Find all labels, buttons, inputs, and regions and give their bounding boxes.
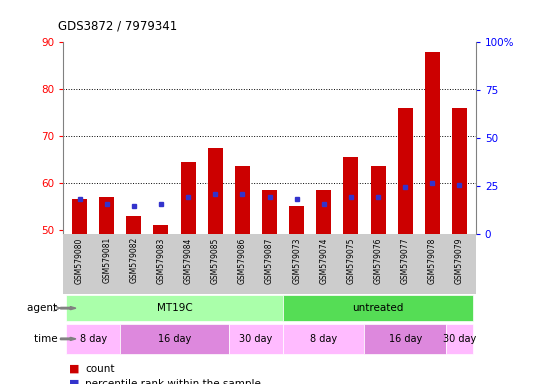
Text: GSM579085: GSM579085 (211, 237, 219, 284)
Bar (235, 166, 250, 234)
Text: 30 day: 30 day (239, 334, 273, 344)
Bar (452, 108, 467, 234)
Bar (343, 157, 359, 234)
Text: GSM579082: GSM579082 (129, 237, 138, 283)
Bar (289, 206, 304, 234)
Bar (371, 166, 386, 234)
Text: GSM579080: GSM579080 (75, 237, 84, 284)
Text: GSM579087: GSM579087 (265, 237, 274, 284)
Bar (72, 199, 87, 234)
Text: GSM579078: GSM579078 (428, 237, 437, 284)
Text: 8 day: 8 day (310, 334, 337, 344)
Text: ■: ■ (69, 379, 79, 384)
Bar (446, 324, 473, 354)
Text: 30 day: 30 day (443, 334, 476, 344)
Bar (283, 324, 365, 354)
Bar (316, 190, 331, 234)
Text: count: count (85, 364, 115, 374)
Bar (126, 215, 141, 234)
Text: 8 day: 8 day (80, 334, 107, 344)
Text: untreated: untreated (353, 303, 404, 313)
Bar (208, 147, 223, 234)
Text: GSM579076: GSM579076 (373, 237, 383, 284)
Text: GSM579081: GSM579081 (102, 237, 111, 283)
Bar (120, 324, 229, 354)
Bar (153, 225, 168, 234)
Bar (229, 324, 283, 354)
Text: GSM579083: GSM579083 (156, 237, 166, 284)
Text: 16 day: 16 day (158, 334, 191, 344)
Text: GSM579073: GSM579073 (292, 237, 301, 284)
Bar (262, 190, 277, 234)
Bar (398, 108, 412, 234)
Bar (99, 197, 114, 234)
Text: GSM579086: GSM579086 (238, 237, 247, 284)
Bar (66, 295, 283, 321)
Bar (365, 324, 446, 354)
Text: time: time (34, 334, 60, 344)
Bar (283, 295, 473, 321)
Text: GSM579084: GSM579084 (184, 237, 192, 284)
Text: GSM579077: GSM579077 (401, 237, 410, 284)
Text: ■: ■ (69, 364, 79, 374)
Bar (180, 162, 196, 234)
Text: GSM579074: GSM579074 (320, 237, 328, 284)
Text: agent: agent (27, 303, 60, 313)
Text: GDS3872 / 7979341: GDS3872 / 7979341 (58, 19, 177, 32)
Text: GSM579075: GSM579075 (346, 237, 355, 284)
Text: GSM579079: GSM579079 (455, 237, 464, 284)
Bar (66, 324, 120, 354)
Text: 16 day: 16 day (388, 334, 422, 344)
Bar (425, 51, 440, 234)
Text: MT19C: MT19C (157, 303, 192, 313)
Text: percentile rank within the sample: percentile rank within the sample (85, 379, 261, 384)
